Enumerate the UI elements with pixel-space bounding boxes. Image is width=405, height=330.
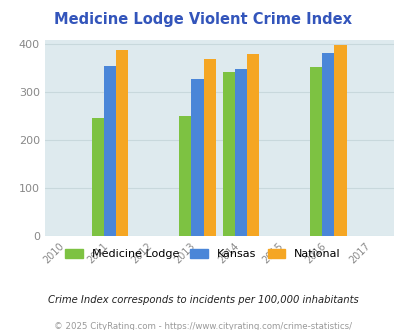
Bar: [92, 118, 104, 236]
Bar: [179, 116, 191, 236]
Bar: [222, 72, 234, 236]
Bar: [234, 69, 247, 236]
Bar: [322, 53, 334, 236]
Bar: [191, 79, 203, 236]
Text: © 2025 CityRating.com - https://www.cityrating.com/crime-statistics/: © 2025 CityRating.com - https://www.city…: [54, 322, 351, 330]
Bar: [116, 50, 128, 236]
Bar: [247, 54, 259, 236]
Bar: [104, 66, 116, 236]
Bar: [334, 45, 346, 236]
Legend: Medicine Lodge, Kansas, National: Medicine Lodge, Kansas, National: [61, 244, 344, 263]
Text: Crime Index corresponds to incidents per 100,000 inhabitants: Crime Index corresponds to incidents per…: [47, 295, 358, 305]
Text: Medicine Lodge Violent Crime Index: Medicine Lodge Violent Crime Index: [54, 12, 351, 26]
Bar: [203, 59, 215, 236]
Bar: [309, 67, 322, 236]
